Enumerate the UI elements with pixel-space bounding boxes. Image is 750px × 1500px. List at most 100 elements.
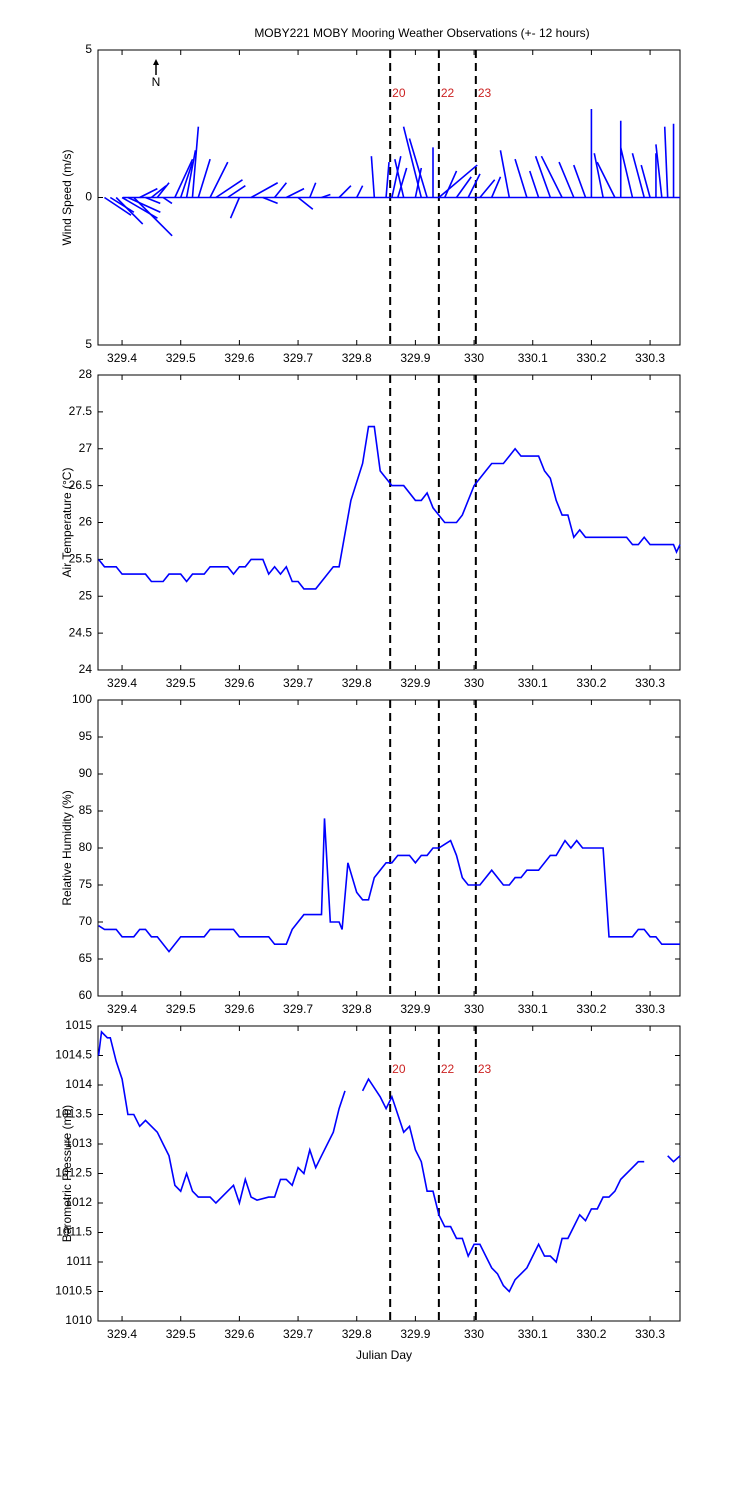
wind-stick xyxy=(338,185,352,199)
y-tick-label: 1012.5 xyxy=(55,1166,92,1180)
y-tick-label: 1010.5 xyxy=(55,1284,92,1298)
wind-stick xyxy=(229,197,241,219)
y-tick-label: 1012 xyxy=(65,1195,92,1209)
wind-stick xyxy=(572,164,587,198)
y-tick-label: 1013 xyxy=(65,1136,92,1150)
y-tick-label: 1011 xyxy=(66,1254,92,1268)
x-tick-label: 330.2 xyxy=(576,1327,606,1341)
x-tick-label: 329.7 xyxy=(283,351,313,365)
wind-stick xyxy=(309,182,317,198)
x-tick-label: 329.7 xyxy=(283,1002,313,1016)
wind-stick xyxy=(133,196,173,237)
x-axis-label: Julian Day xyxy=(356,1348,412,1362)
x-tick-label: 329.5 xyxy=(166,1327,196,1341)
x-tick-label: 329.4 xyxy=(107,1327,137,1341)
event-label: 20 xyxy=(392,86,406,100)
wind-stick xyxy=(438,164,478,199)
wind-stick xyxy=(139,187,158,199)
x-tick-label: 329.6 xyxy=(224,351,254,365)
wind-stick xyxy=(534,155,552,198)
x-tick-label: 329.9 xyxy=(400,351,430,365)
y-tick-label: 24 xyxy=(79,662,93,676)
wind-stick xyxy=(145,196,161,205)
x-tick-label: 329.7 xyxy=(283,1327,313,1341)
wind-stick xyxy=(273,182,288,198)
event-label: 23 xyxy=(478,1062,492,1076)
x-tick-label: 330.1 xyxy=(518,351,548,365)
wind-stick xyxy=(593,153,604,198)
data-line xyxy=(98,818,680,953)
y-axis-label: Barometric Pressure (mb) xyxy=(60,1105,74,1242)
x-tick-label: 330.3 xyxy=(635,676,665,690)
chart-title: MOBY221 MOBY Mooring Weather Observation… xyxy=(254,26,589,40)
x-tick-label: 330.3 xyxy=(635,1327,665,1341)
y-axis-label: Air Temperature (°C) xyxy=(60,468,74,578)
x-tick-label: 329.8 xyxy=(342,676,372,690)
wind-stick xyxy=(631,153,645,198)
wind-stick xyxy=(321,193,331,199)
x-tick-label: 329.4 xyxy=(107,1002,137,1016)
y-axis-label: Relative Humidity (%) xyxy=(60,790,74,905)
wind-stick xyxy=(528,170,540,198)
y-tick-label: 1013.5 xyxy=(55,1107,92,1121)
wind-stick xyxy=(156,182,170,198)
y-tick-label: 27.5 xyxy=(69,404,93,418)
x-tick-label: 329.8 xyxy=(342,1002,372,1016)
event-label: 22 xyxy=(441,1062,455,1076)
wind-stick xyxy=(444,170,458,198)
wind-stick xyxy=(174,158,194,198)
wind-stick xyxy=(397,167,408,198)
wind-stick xyxy=(285,187,305,199)
wind-stick xyxy=(227,185,246,199)
y-tick-label: 90 xyxy=(79,766,93,780)
wind-stick xyxy=(394,158,405,198)
x-tick-label: 330.2 xyxy=(576,676,606,690)
wind-stick xyxy=(391,156,402,198)
y-tick-label: 25.5 xyxy=(69,552,93,566)
x-tick-label: 329.8 xyxy=(342,1327,372,1341)
y-tick-label: 5 xyxy=(85,42,92,56)
wind-stick xyxy=(185,150,197,198)
wind-stick xyxy=(197,158,211,198)
wind-stick xyxy=(115,196,144,225)
x-tick-label: 330 xyxy=(464,1327,484,1341)
x-tick-label: 329.5 xyxy=(166,676,196,690)
x-tick-label: 329.5 xyxy=(166,351,196,365)
wind-stick xyxy=(455,176,472,198)
y-tick-label: 26.5 xyxy=(69,478,93,492)
wind-stick xyxy=(209,161,229,198)
wind-stick xyxy=(619,147,634,198)
wind-stick xyxy=(127,196,161,213)
wind-stick xyxy=(179,161,194,198)
wind-stick xyxy=(596,161,616,198)
x-tick-label: 329.4 xyxy=(107,676,137,690)
wind-stick xyxy=(467,173,481,198)
y-tick-label: 0 xyxy=(85,190,92,204)
x-tick-label: 329.9 xyxy=(400,676,430,690)
y-tick-label: 85 xyxy=(79,803,93,817)
y-tick-label: 65 xyxy=(79,951,93,965)
wind-stick xyxy=(385,162,390,198)
y-tick-label: 70 xyxy=(79,914,93,928)
y-tick-label: 75 xyxy=(79,877,93,891)
y-tick-label: 5 xyxy=(85,337,92,351)
wind-stick xyxy=(262,196,278,205)
y-tick-label: 24.5 xyxy=(69,625,93,639)
wind-stick xyxy=(514,158,528,198)
x-tick-label: 329.5 xyxy=(166,1002,196,1016)
y-tick-label: 1015 xyxy=(65,1018,92,1032)
event-label: 22 xyxy=(441,86,455,100)
wind-stick xyxy=(655,144,663,198)
x-tick-label: 330.3 xyxy=(635,1002,665,1016)
x-tick-label: 329.6 xyxy=(224,676,254,690)
x-tick-label: 330 xyxy=(464,1002,484,1016)
x-tick-label: 330.1 xyxy=(518,676,548,690)
x-tick-label: 329.4 xyxy=(107,351,137,365)
wind-stick xyxy=(540,155,563,198)
x-tick-label: 330 xyxy=(464,676,484,690)
y-tick-label: 28 xyxy=(79,367,93,381)
x-tick-label: 330.2 xyxy=(576,351,606,365)
data-line xyxy=(97,1030,681,1293)
wind-stick xyxy=(104,196,132,216)
